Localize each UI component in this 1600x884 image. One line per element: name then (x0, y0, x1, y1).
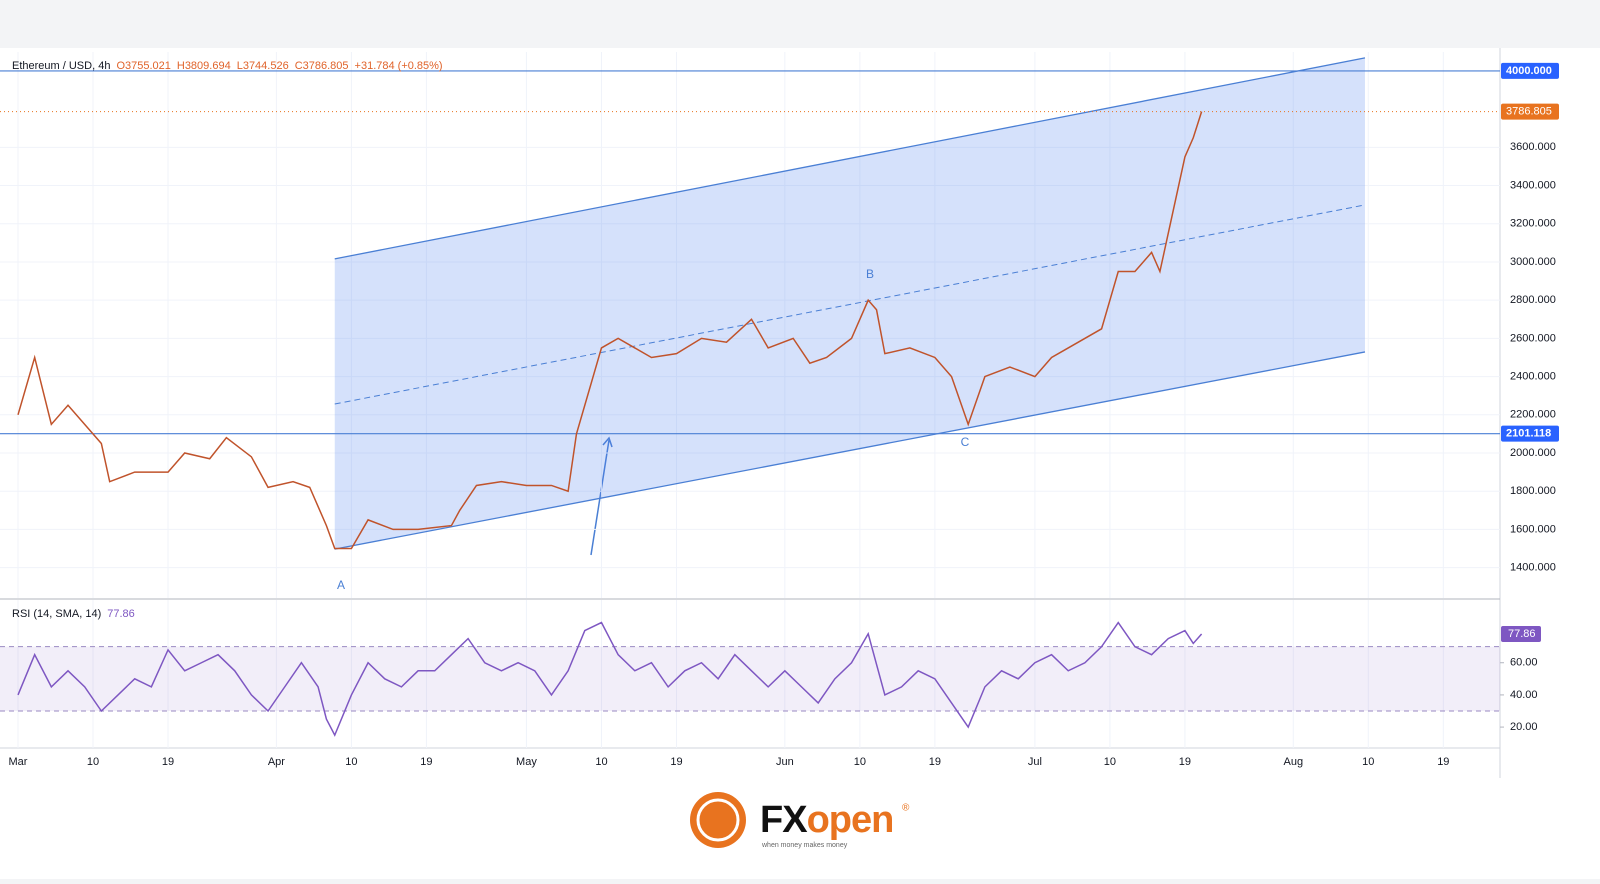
x-tick-label: Apr (268, 756, 285, 768)
brand-name: FXopen (760, 799, 893, 841)
brand-tagline: when money makes money (761, 842, 848, 849)
y-tick-label: 2800.000 (1510, 294, 1556, 306)
x-tick-label: 10 (595, 756, 607, 768)
x-tick-label: 10 (854, 756, 866, 768)
y-tick-label: 2600.000 (1510, 332, 1556, 344)
x-tick-label: 19 (162, 756, 174, 768)
wave-label: B (866, 267, 874, 281)
level-label: 4000.000 (1506, 65, 1552, 77)
x-tick-label: Jul (1028, 756, 1042, 768)
chart-title: Ethereum / USD, 4h (12, 60, 110, 72)
last-price-label: 3786.805 (1506, 106, 1552, 118)
y-tick-label: 3400.000 (1510, 179, 1556, 191)
annotation-arrowhead (602, 436, 613, 448)
y-tick-label: 1800.000 (1510, 485, 1556, 497)
footer-background (0, 778, 1600, 879)
x-tick-label: May (516, 756, 537, 768)
y-tick-label: 20.00 (1510, 721, 1538, 733)
rsi-value-label: 77.86 (1508, 628, 1536, 640)
rsi-band (0, 646, 1500, 711)
chart-header: Ethereum / USD, 4h O3755.021 H3809.694 L374… (12, 60, 443, 72)
x-tick-label: 10 (87, 756, 99, 768)
channel-upper (334, 57, 1366, 260)
channel-fill (334, 57, 1365, 550)
y-tick-label: 2200.000 (1510, 409, 1556, 421)
wave-label: C (961, 435, 970, 449)
ohlc-value: L3744.526 (237, 60, 289, 72)
level-label-box (1501, 425, 1559, 442)
x-tick-label: 10 (1362, 756, 1374, 768)
x-tick-label: 19 (1179, 756, 1191, 768)
x-tick-label: 19 (929, 756, 941, 768)
y-tick-label: 3600.000 (1510, 141, 1556, 153)
price-line (17, 621, 1203, 737)
brand-open: open (807, 799, 894, 841)
last-price-box (1501, 103, 1559, 120)
x-tick-label: 19 (670, 756, 682, 768)
rsi-current: 77.86 (107, 608, 135, 620)
x-tick-label: Mar (9, 756, 28, 768)
ohlc-value: +31.784 (+0.85%) (355, 60, 443, 72)
x-tick-label: Aug (1283, 756, 1303, 768)
chart-background (0, 48, 1600, 778)
x-tick-label: Jun (776, 756, 794, 768)
y-tick-label: 3000.000 (1510, 256, 1556, 268)
y-tick-label: 40.00 (1510, 689, 1538, 701)
x-tick-label: 19 (420, 756, 432, 768)
x-tick-label: 10 (345, 756, 357, 768)
y-tick-label: 2000.000 (1510, 447, 1556, 459)
y-tick-label: 60.00 (1510, 657, 1538, 669)
x-tick-label: 10 (1104, 756, 1116, 768)
rsi-title: RSI (14, SMA, 14) (12, 608, 101, 620)
ohlc-value: O3755.021 (116, 60, 170, 72)
rsi-header: RSI (14, SMA, 14) 77.86 (12, 608, 135, 620)
brand-fx: FX (760, 799, 808, 841)
y-tick-label: 2400.000 (1510, 370, 1556, 382)
channel-lower (334, 351, 1366, 550)
wave-label: A (337, 578, 345, 592)
level-label-box (1501, 62, 1559, 79)
x-tick-label: 19 (1437, 756, 1449, 768)
y-tick-label: 3200.000 (1510, 218, 1556, 230)
brand-mark: ® (902, 803, 910, 814)
level-label: 2101.118 (1506, 428, 1551, 440)
price-line (17, 111, 1203, 550)
ohlc-value: H3809.694 (177, 60, 231, 72)
brand-logo-ring (696, 798, 740, 842)
channel-mid (334, 204, 1366, 405)
ohlc-value: C3786.805 (295, 60, 349, 72)
y-tick-label: 1400.000 (1510, 562, 1556, 574)
y-tick-label: 1600.000 (1510, 523, 1556, 535)
annotation-arrow (590, 439, 610, 556)
rsi-value-box (1501, 626, 1541, 643)
